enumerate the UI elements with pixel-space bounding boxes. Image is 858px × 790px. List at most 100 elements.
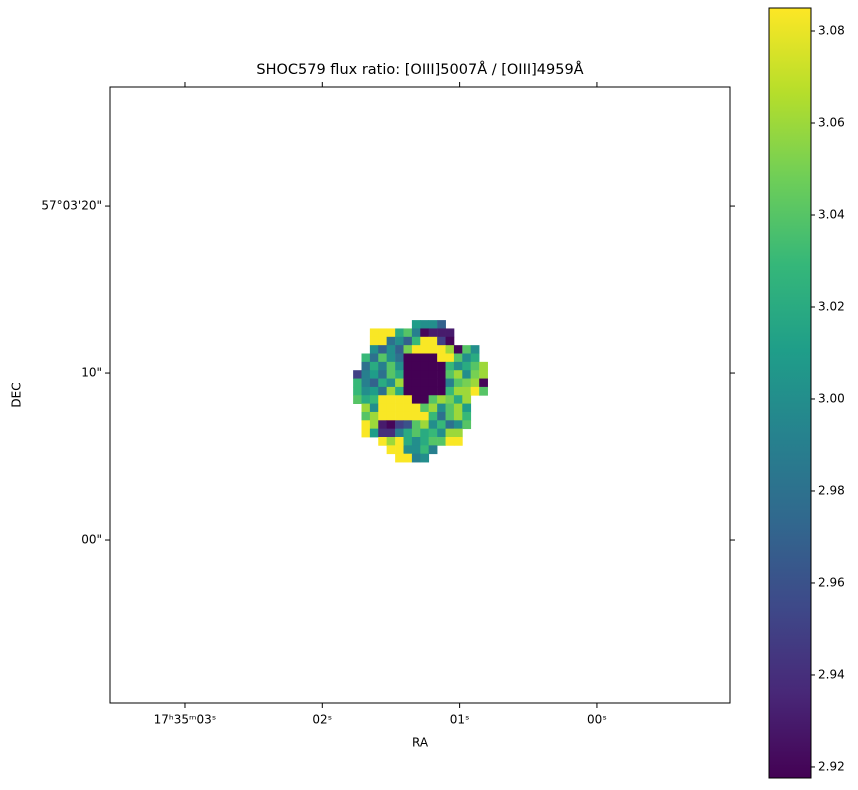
- heatmap-cell: [428, 411, 438, 421]
- heatmap-cell: [437, 320, 446, 329]
- heatmap-cell: [378, 420, 388, 430]
- heatmap-cell: [445, 395, 455, 404]
- heatmap-cell: [462, 353, 472, 363]
- heatmap-cell: [369, 378, 379, 388]
- heatmap-cell: [420, 428, 430, 438]
- heatmap-cell: [411, 320, 421, 329]
- heatmap-cell: [428, 345, 438, 354]
- heatmap-cell: [395, 336, 404, 346]
- heatmap-cell: [369, 336, 379, 346]
- heatmap-cell: [395, 411, 404, 421]
- heatmap-cell: [445, 378, 455, 388]
- heatmap-cell: [411, 445, 421, 455]
- heatmap-cell: [428, 420, 438, 430]
- heatmap-cell: [453, 345, 463, 354]
- heatmap-cell: [403, 428, 413, 438]
- heatmap-cell: [361, 403, 371, 413]
- heatmap-cell: [437, 345, 446, 354]
- heatmap-cell: [378, 436, 388, 446]
- x-tick-label: 02ˢ: [312, 713, 332, 727]
- heatmap-cell: [403, 370, 413, 379]
- heatmap-cell: [420, 395, 430, 404]
- heatmap-cell: [403, 345, 413, 354]
- heatmap-cell: [479, 386, 488, 396]
- heatmap-cell: [361, 361, 371, 371]
- heatmap-cell: [395, 386, 404, 396]
- heatmap-cell: [453, 353, 463, 363]
- y-axis-label: DEC: [10, 382, 24, 407]
- heatmap-cell: [411, 361, 421, 371]
- heatmap-cell: [378, 411, 388, 421]
- heatmap-cell: [395, 353, 404, 363]
- heatmap-cell: [470, 378, 480, 388]
- heatmap-cell: [428, 386, 438, 396]
- heatmap-cell: [369, 345, 379, 354]
- heatmap-cell: [411, 345, 421, 354]
- heatmap-cell: [462, 395, 472, 404]
- heatmap-cell: [411, 336, 421, 346]
- heatmap-cell: [353, 395, 362, 404]
- y-tick-label: 57°03'20": [41, 199, 102, 213]
- heatmap-cell: [420, 336, 430, 346]
- heatmap-cell: [437, 403, 446, 413]
- heatmap-cell: [386, 353, 396, 363]
- heatmap-cell: [453, 436, 463, 446]
- heatmap-cell: [353, 386, 362, 396]
- heatmap-cell: [445, 420, 455, 430]
- heatmap-cell: [437, 336, 446, 346]
- heatmap-cell: [453, 420, 463, 430]
- colorbar-tick-label: 3.06: [818, 115, 845, 129]
- x-tick-label: 17ʰ35ᵐ03ˢ: [154, 713, 217, 727]
- heatmap-cell: [386, 386, 396, 396]
- heatmap-cell: [395, 436, 404, 446]
- heatmap-cell: [411, 378, 421, 388]
- heatmap-cell: [395, 445, 404, 455]
- heatmap-cell: [470, 353, 480, 363]
- heatmap-cell: [395, 453, 404, 463]
- heatmap-cell: [437, 420, 446, 430]
- heatmap-cell: [403, 353, 413, 363]
- heatmap-cell: [445, 436, 455, 446]
- heatmap-cell: [428, 361, 438, 371]
- heatmap-cell: [361, 353, 371, 363]
- heatmap-cell: [378, 328, 388, 338]
- heatmap-cell: [445, 361, 455, 371]
- heatmap-cell: [428, 320, 438, 329]
- heatmap-cell: [361, 420, 371, 430]
- heatmap-cell: [437, 353, 446, 363]
- heatmap-cell: [395, 361, 404, 371]
- heatmap-cell: [437, 361, 446, 371]
- heatmap-cell: [437, 370, 446, 379]
- heatmap-cell: [420, 378, 430, 388]
- heatmap-cell: [462, 370, 472, 379]
- heatmap-cell: [428, 436, 438, 446]
- heatmap-cell: [369, 370, 379, 379]
- heatmap-cell: [420, 386, 430, 396]
- heatmap-cell: [361, 386, 371, 396]
- heatmap-cell: [411, 353, 421, 363]
- heatmap-cell: [369, 395, 379, 404]
- heatmap-cell: [361, 395, 371, 404]
- heatmap-cell: [445, 328, 455, 338]
- heatmap-cell: [386, 378, 396, 388]
- colorbar-tick-label: 2.98: [818, 483, 845, 497]
- heatmap-cell: [411, 395, 421, 404]
- heatmap-cell: [428, 370, 438, 379]
- heatmap-cell: [395, 428, 404, 438]
- y-tick-label: 00": [81, 533, 102, 547]
- heatmap-cell: [420, 353, 430, 363]
- heatmap-cell: [361, 378, 371, 388]
- colorbar-tick-label: 3.08: [818, 23, 845, 37]
- heatmap-cell: [353, 378, 362, 388]
- heatmap-cell: [462, 361, 472, 371]
- heatmap-cell: [411, 328, 421, 338]
- heatmap-cell: [403, 378, 413, 388]
- heatmap-cell: [428, 395, 438, 404]
- heatmap-cell: [369, 386, 379, 396]
- heatmap-cell: [386, 361, 396, 371]
- heatmap-cell: [420, 328, 430, 338]
- colorbar-tick-label: 2.94: [818, 667, 845, 681]
- heatmap-cell: [369, 411, 379, 421]
- heatmap-cell: [428, 336, 438, 346]
- heatmap-cell: [403, 420, 413, 430]
